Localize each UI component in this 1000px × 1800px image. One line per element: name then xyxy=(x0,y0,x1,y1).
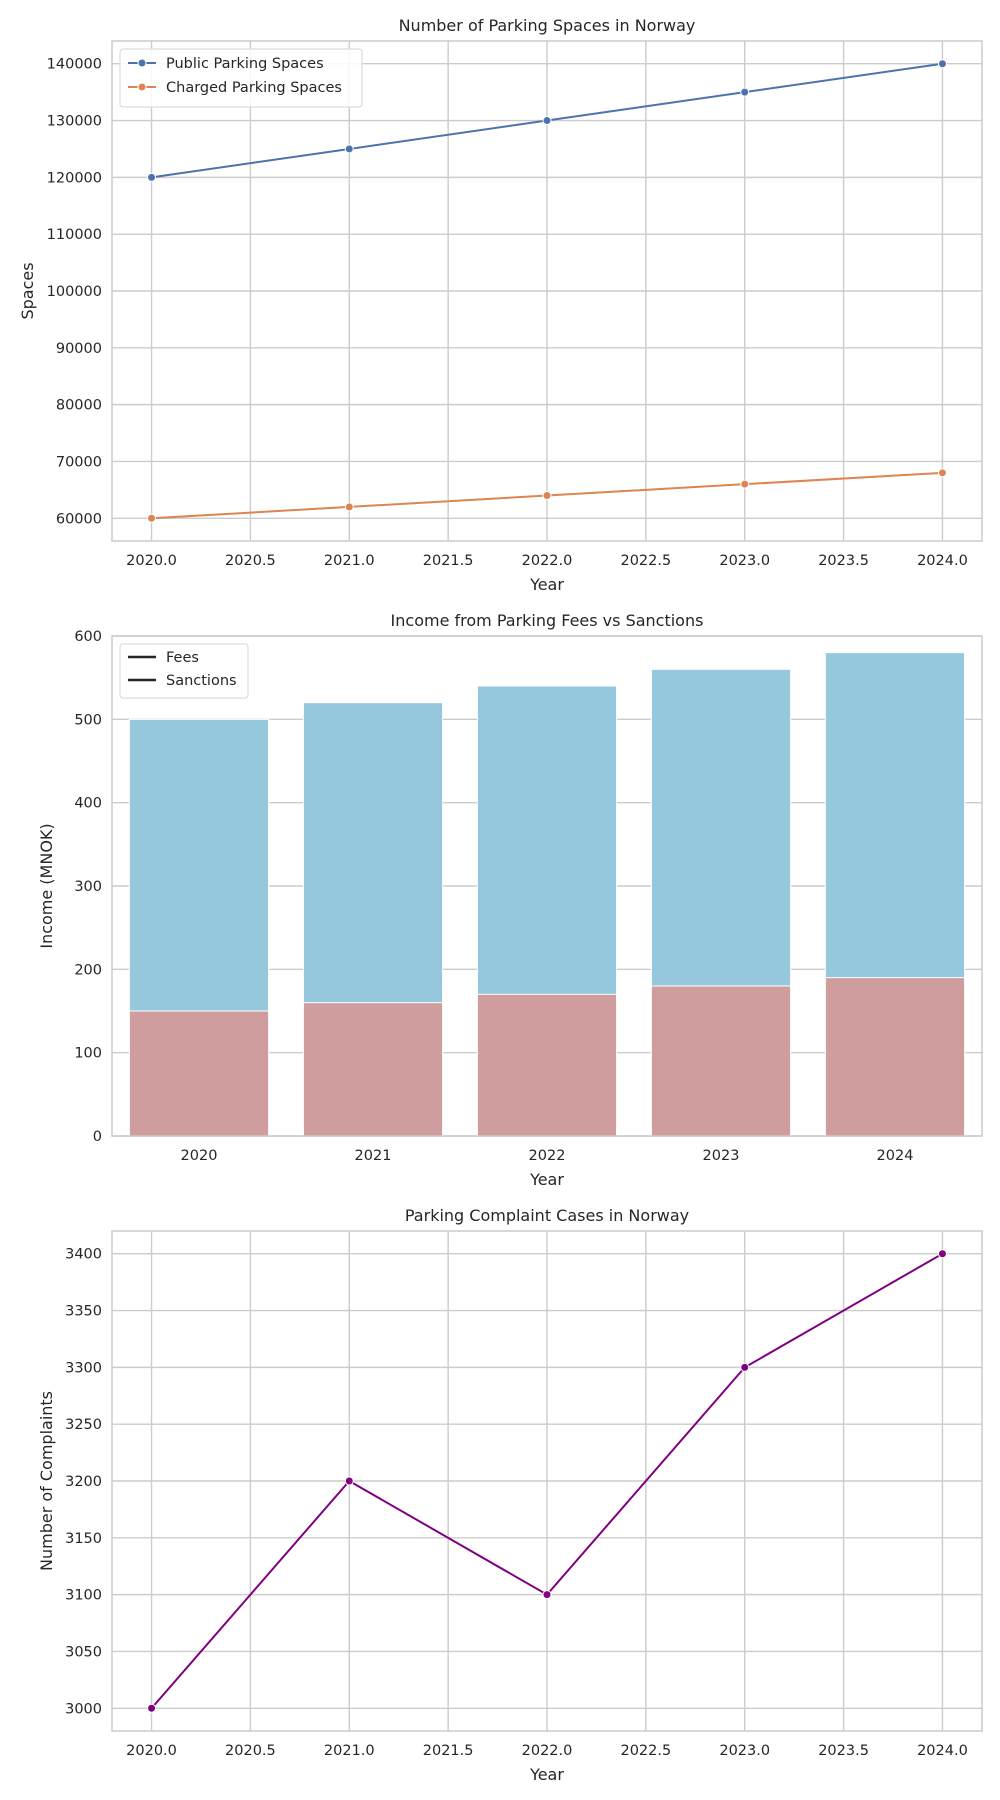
x-tick-label: 2022 xyxy=(529,1148,566,1164)
x-tick-label: 2020.5 xyxy=(225,1743,276,1759)
bar-sanctions xyxy=(476,993,618,1137)
bar-sanctions xyxy=(128,1010,270,1137)
data-point xyxy=(147,513,157,523)
y-tick-label: 120000 xyxy=(47,170,102,186)
parking-spaces-chart: Number of Parking Spaces in Norway Year Sp… xyxy=(18,16,983,594)
x-tick-label: 2024 xyxy=(877,1148,914,1164)
bar-sanctions xyxy=(302,1002,444,1137)
y-tick-label: 90000 xyxy=(56,341,102,357)
y-tick-label: 0 xyxy=(93,1129,102,1145)
legend-label: Public Parking Spaces xyxy=(166,56,324,72)
x-axis-label: Year xyxy=(529,1170,564,1189)
data-point xyxy=(937,1249,947,1259)
legend-marker xyxy=(137,82,147,92)
y-tick-label: 3000 xyxy=(65,1701,102,1717)
y-tick-label: 80000 xyxy=(56,398,102,414)
legend-label: Charged Parking Spaces xyxy=(166,80,342,96)
x-tick-label: 2022.0 xyxy=(522,1743,573,1759)
y-tick-label: 110000 xyxy=(47,227,102,243)
x-tick-label: 2022.5 xyxy=(620,553,671,569)
x-tick-label: 2024.0 xyxy=(917,553,968,569)
y-tick-label: 140000 xyxy=(47,57,102,73)
complaints-chart: Parking Complaint Cases in Norway Year Num… xyxy=(37,1206,983,1784)
x-tick-label: 2023.5 xyxy=(818,1743,869,1759)
x-axis-label: Year xyxy=(529,1765,564,1784)
income-chart: Income from Parking Fees vs Sanctions Yea… xyxy=(37,611,983,1189)
data-point xyxy=(147,172,157,182)
legend-box xyxy=(119,48,363,108)
legend-label: Sanctions xyxy=(166,673,237,689)
x-tick-label: 2023.0 xyxy=(719,553,770,569)
data-point xyxy=(937,468,947,478)
y-axis-label: Spaces xyxy=(18,262,37,319)
y-tick-label: 3150 xyxy=(65,1531,102,1547)
data-point xyxy=(344,144,354,154)
x-tick-label: 2021 xyxy=(355,1148,392,1164)
y-tick-label: 500 xyxy=(74,712,102,728)
data-point xyxy=(740,87,750,97)
data-point xyxy=(937,59,947,69)
x-tick-label: 2021.0 xyxy=(324,553,375,569)
y-tick-label: 3050 xyxy=(65,1644,102,1660)
y-tick-label: 300 xyxy=(74,879,102,895)
chart-title: Number of Parking Spaces in Norway xyxy=(399,16,696,35)
y-axis-label: Number of Complaints xyxy=(37,1391,56,1571)
y-tick-label: 130000 xyxy=(47,114,102,130)
y-tick-label: 200 xyxy=(74,962,102,978)
y-tick-label: 3250 xyxy=(65,1417,102,1433)
data-point xyxy=(740,1362,750,1372)
plot-frame xyxy=(111,1230,983,1732)
data-point xyxy=(740,479,750,489)
y-tick-label: 70000 xyxy=(56,454,102,470)
x-tick-label: 2021.5 xyxy=(423,1743,474,1759)
y-tick-label: 600 xyxy=(74,629,102,645)
x-tick-label: 2022.0 xyxy=(522,553,573,569)
y-tick-label: 400 xyxy=(74,796,102,812)
plot-frame xyxy=(111,635,983,1137)
y-tick-label: 3100 xyxy=(65,1588,102,1604)
x-tick-label: 2023.5 xyxy=(818,553,869,569)
x-tick-label: 2020.0 xyxy=(126,553,177,569)
chart-title: Parking Complaint Cases in Norway xyxy=(405,1206,689,1225)
x-tick-label: 2020.0 xyxy=(126,1743,177,1759)
x-tick-label: 2023 xyxy=(703,1148,740,1164)
y-tick-label: 3350 xyxy=(65,1304,102,1320)
data-point xyxy=(344,1476,354,1486)
chart-title: Income from Parking Fees vs Sanctions xyxy=(391,611,704,630)
data-point xyxy=(344,502,354,512)
y-axis-label: Income (MNOK) xyxy=(37,823,56,948)
x-tick-label: 2020 xyxy=(181,1148,218,1164)
x-axis-label: Year xyxy=(529,575,564,594)
legend-label: Fees xyxy=(166,650,199,666)
plot-frame xyxy=(111,40,983,542)
x-tick-label: 2021.0 xyxy=(324,1743,375,1759)
bar-sanctions xyxy=(824,977,966,1137)
y-tick-label: 3200 xyxy=(65,1474,102,1490)
x-tick-label: 2021.5 xyxy=(423,553,474,569)
x-tick-label: 2020.5 xyxy=(225,553,276,569)
y-tick-label: 100 xyxy=(74,1046,102,1062)
x-tick-label: 2024.0 xyxy=(917,1743,968,1759)
y-tick-label: 3300 xyxy=(65,1360,102,1376)
data-point xyxy=(542,116,552,126)
data-point xyxy=(147,1703,157,1713)
bar-sanctions xyxy=(650,985,792,1137)
legend-marker xyxy=(137,58,147,68)
data-point xyxy=(542,491,552,501)
x-tick-label: 2023.0 xyxy=(719,1743,770,1759)
x-tick-label: 2022.5 xyxy=(620,1743,671,1759)
y-tick-label: 100000 xyxy=(47,284,102,300)
y-tick-label: 60000 xyxy=(56,511,102,527)
data-point xyxy=(542,1590,552,1600)
y-tick-label: 3400 xyxy=(65,1247,102,1263)
